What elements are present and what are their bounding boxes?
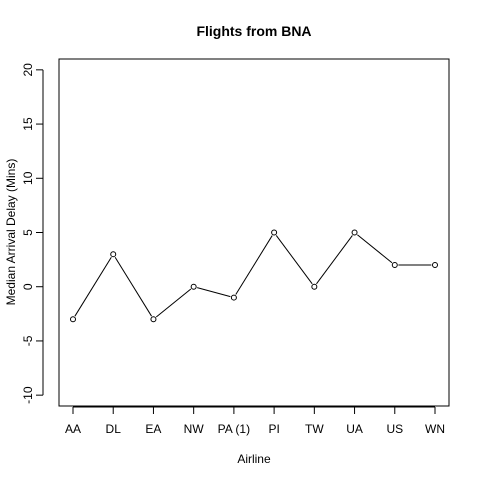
data-point <box>391 262 398 269</box>
y-tick-label: -5 <box>21 335 35 346</box>
series-segment <box>275 235 313 285</box>
series-segment <box>316 235 353 285</box>
y-tick-label: 5 <box>21 229 35 236</box>
y-tick-label: 10 <box>21 171 35 185</box>
data-point <box>311 283 318 290</box>
chart-title: Flights from BNA <box>196 23 311 39</box>
data-point <box>190 283 197 290</box>
data-point <box>70 316 76 323</box>
x-tick-label: WN <box>425 422 445 436</box>
series-segment <box>197 287 231 298</box>
series-segment <box>114 256 152 317</box>
x-tick-label: NW <box>184 422 205 436</box>
y-axis: -10 -5 0 5 10 15 20 <box>21 63 44 404</box>
data-point <box>150 316 157 323</box>
x-tick-label: PI <box>268 422 279 436</box>
series-segment <box>74 256 112 317</box>
series-segment <box>155 288 192 318</box>
plot-frame <box>58 58 450 407</box>
x-tick-label: TW <box>305 422 324 436</box>
data-point <box>271 229 278 236</box>
data-point <box>351 229 358 236</box>
x-tick-label: UA <box>346 422 363 436</box>
y-axis-label: Median Arrival Delay (Mins) <box>4 159 18 306</box>
x-axis-label: Airline <box>237 452 271 466</box>
y-tick-label: 0 <box>21 283 35 290</box>
x-tick-label: EA <box>145 422 161 436</box>
x-tick-label: US <box>386 422 403 436</box>
data-point <box>432 262 438 269</box>
series-median-delay <box>70 229 438 323</box>
data-point <box>110 251 117 258</box>
x-tick-label: PA (1) <box>218 422 250 436</box>
series-segment <box>357 234 393 264</box>
y-tick-label: 15 <box>21 117 35 131</box>
x-tick-label: AA <box>65 422 81 436</box>
x-tick-label: DL <box>106 422 122 436</box>
y-tick-label: 20 <box>21 63 35 77</box>
x-axis: AA DL EA NW PA (1) PI TW UA US WN <box>65 406 445 436</box>
y-tick-label: -10 <box>21 386 35 404</box>
data-point <box>230 294 237 301</box>
series-segment <box>235 235 273 295</box>
